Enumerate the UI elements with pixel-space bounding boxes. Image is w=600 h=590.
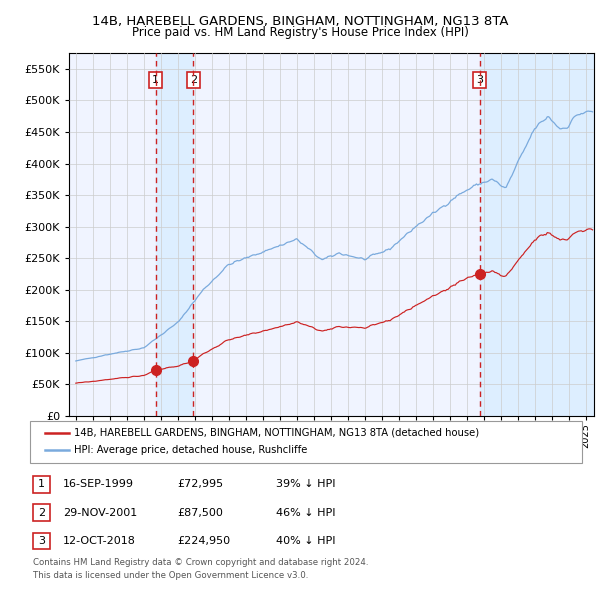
Text: £87,500: £87,500 (177, 508, 223, 517)
Text: £72,995: £72,995 (177, 480, 223, 489)
Text: 46% ↓ HPI: 46% ↓ HPI (276, 508, 335, 517)
Text: 12-OCT-2018: 12-OCT-2018 (63, 536, 136, 546)
Text: £224,950: £224,950 (177, 536, 230, 546)
Text: 40% ↓ HPI: 40% ↓ HPI (276, 536, 335, 546)
Text: 1: 1 (152, 76, 160, 86)
Text: 39% ↓ HPI: 39% ↓ HPI (276, 480, 335, 489)
Bar (156, 53, 193, 416)
Text: 2: 2 (190, 76, 197, 86)
Text: 2: 2 (38, 508, 45, 517)
Text: 14B, HAREBELL GARDENS, BINGHAM, NOTTINGHAM, NG13 8TA: 14B, HAREBELL GARDENS, BINGHAM, NOTTINGH… (92, 15, 508, 28)
Text: Price paid vs. HM Land Registry's House Price Index (HPI): Price paid vs. HM Land Registry's House … (131, 26, 469, 39)
Text: 1: 1 (38, 480, 45, 489)
Text: This data is licensed under the Open Government Licence v3.0.: This data is licensed under the Open Gov… (33, 571, 308, 580)
Text: 3: 3 (38, 536, 45, 546)
Text: 29-NOV-2001: 29-NOV-2001 (63, 508, 137, 517)
Text: 14B, HAREBELL GARDENS, BINGHAM, NOTTINGHAM, NG13 8TA (detached house): 14B, HAREBELL GARDENS, BINGHAM, NOTTINGH… (74, 428, 479, 438)
Text: HPI: Average price, detached house, Rushcliffe: HPI: Average price, detached house, Rush… (74, 445, 307, 455)
Bar (480, 53, 594, 416)
Text: 16-SEP-1999: 16-SEP-1999 (63, 480, 134, 489)
Text: Contains HM Land Registry data © Crown copyright and database right 2024.: Contains HM Land Registry data © Crown c… (33, 558, 368, 567)
Text: 3: 3 (476, 76, 484, 86)
